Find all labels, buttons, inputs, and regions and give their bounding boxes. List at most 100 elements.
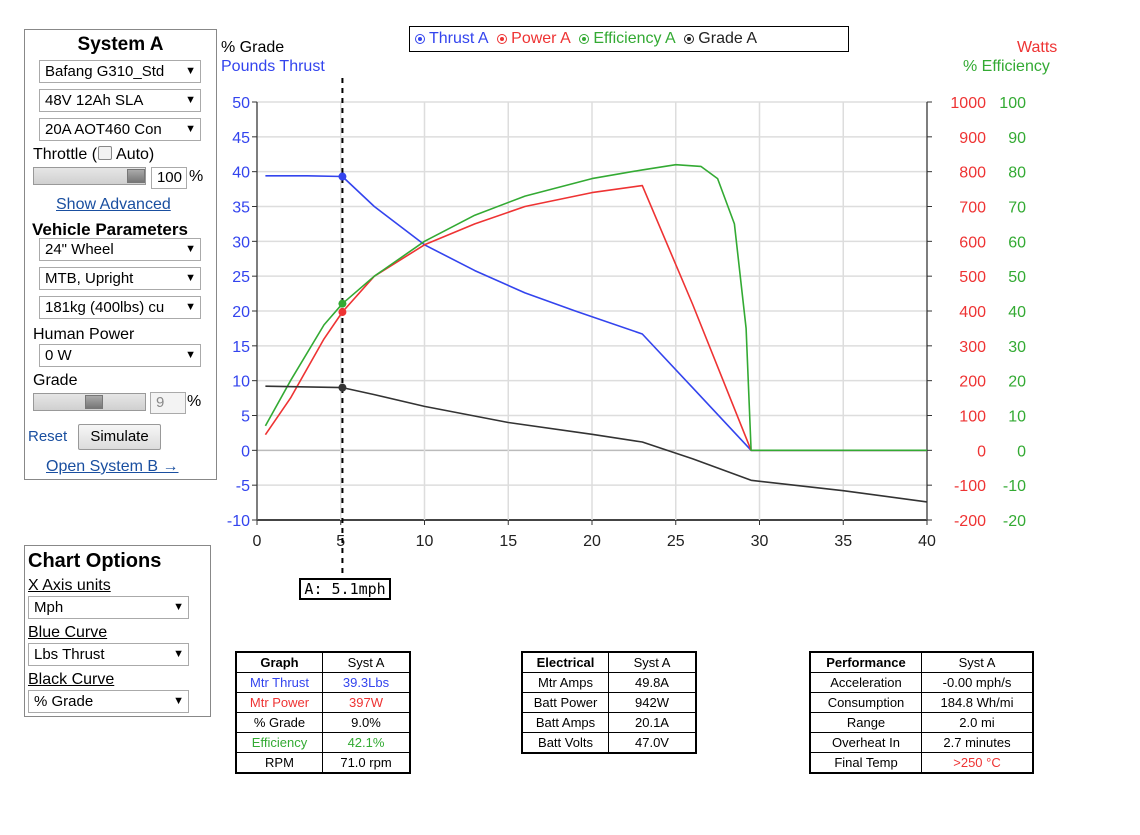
table-row-label: Mtr Power [235, 692, 323, 713]
table-row-label: Batt Amps [521, 712, 609, 733]
motor-select[interactable]: Bafang G310_Std ▼ [39, 60, 201, 83]
grade-percent: % [187, 393, 202, 410]
table-row: Range 2.0 mi [809, 712, 1034, 733]
throttle-slider-thumb[interactable] [127, 169, 145, 183]
chart-options-title: Chart Options [28, 550, 162, 572]
efficiency-curve [264, 163, 927, 452]
table-row: Batt Volts 47.0V [521, 732, 697, 754]
y-tick-label-efficiency: 90 [1008, 130, 1026, 147]
table-cell: 184.8 Wh/mi [921, 692, 1034, 713]
y-tick-label-left: 5 [241, 409, 250, 426]
throttle-slider[interactable] [33, 167, 146, 185]
reset-link[interactable]: Reset [28, 428, 68, 445]
human-power-label: Human Power [33, 326, 135, 343]
y-tick-label-left: 40 [232, 165, 250, 182]
chart-legend: Thrust A Power A Efficiency A Grade A [409, 26, 849, 52]
y-tick-label-left: 30 [232, 234, 250, 251]
grade-curve [265, 385, 928, 503]
legend-power[interactable]: Power A [497, 30, 570, 47]
y-tick-label-watts: 700 [959, 200, 986, 217]
y-tick-label-left: 45 [232, 130, 250, 147]
black-curve-select[interactable]: % Grade ▼ [28, 690, 189, 713]
human-power-select[interactable]: 0 W ▼ [39, 344, 201, 367]
y-tick-label-efficiency: -10 [1003, 478, 1026, 495]
right-axis-title-watts: Watts [1017, 39, 1058, 56]
y-tick-label-watts: 400 [959, 304, 986, 321]
chart-grid [256, 101, 928, 521]
black-curve-label: Black Curve [28, 671, 115, 688]
table-row-label: Efficiency [235, 732, 323, 753]
grade-slider[interactable] [33, 393, 146, 411]
table-row-label: Overheat In [809, 732, 922, 753]
x-tick-label: 15 [499, 533, 517, 550]
chart-curves [264, 163, 928, 503]
table-row: Mtr Amps 49.8A [521, 672, 697, 693]
x-tick-label: 0 [253, 533, 262, 550]
chevron-down-icon: ▼ [170, 597, 184, 618]
legend-thrust-label: Thrust A [429, 30, 488, 47]
y-tick-label-watts: 300 [959, 339, 986, 356]
table-row: RPM 71.0 rpm [235, 752, 411, 774]
frame-select-value: MTB, Upright [45, 270, 134, 287]
table-row: Overheat In 2.7 minutes [809, 732, 1034, 753]
y-tick-label-watts: 600 [959, 234, 986, 251]
chevron-down-icon: ▼ [182, 297, 196, 318]
auto-checkbox[interactable] [98, 146, 113, 160]
x-axis-units-select[interactable]: Mph ▼ [28, 596, 189, 619]
table-cell: 2.0 mi [921, 712, 1034, 733]
right-axis-title-efficiency: % Efficiency [963, 58, 1050, 75]
weight-select[interactable]: 181kg (400lbs) cu ▼ [39, 296, 201, 319]
cursor-marker [338, 172, 347, 181]
x-tick-label: 40 [918, 533, 936, 550]
grade-slider-thumb[interactable] [85, 395, 104, 409]
graph-table: Graph Syst A Mtr Thrust 39.3Lbs Mtr Power 3… [235, 651, 411, 774]
legend-thrust[interactable]: Thrust A [415, 30, 488, 47]
table-row: Final Temp >250 °C [809, 752, 1034, 774]
table-row-label: Mtr Thrust [235, 672, 323, 693]
y-tick-label-watts: -100 [954, 478, 986, 495]
table-row-label: RPM [235, 752, 323, 774]
radio-dot-icon [497, 34, 508, 44]
legend-power-label: Power A [511, 30, 570, 47]
table-row-label: Batt Power [521, 692, 609, 713]
table-cell: 42.1% [322, 732, 411, 753]
table-cell: 942W [608, 692, 697, 713]
battery-select[interactable]: 48V 12Ah SLA ▼ [39, 89, 201, 112]
throttle-input[interactable]: 100 [151, 167, 187, 189]
y-tick-label-efficiency: 60 [1008, 234, 1026, 251]
thrust-curve [265, 175, 927, 452]
y-tick-label-left: 10 [232, 374, 250, 391]
legend-efficiency[interactable]: Efficiency A [579, 30, 675, 47]
controller-select[interactable]: 20A AOT460 Con ▼ [39, 118, 201, 141]
x-tick-label: 35 [834, 533, 852, 550]
table-cell: 49.8A [608, 672, 697, 693]
table-cell: 20.1A [608, 712, 697, 733]
show-advanced-link[interactable]: Show Advanced [56, 196, 171, 213]
y-tick-label-watts: 500 [959, 269, 986, 286]
table-cell: 397W [322, 692, 411, 713]
y-tick-label-watts: 0 [977, 443, 986, 460]
table-row: Acceleration -0.00 mph/s [809, 672, 1034, 693]
legend-grade[interactable]: Grade A [684, 30, 757, 47]
table-row-label: % Grade [235, 712, 323, 733]
human-power-value: 0 W [45, 347, 72, 364]
throttle-label: Throttle ( [33, 146, 98, 163]
frame-select[interactable]: MTB, Upright ▼ [39, 267, 201, 290]
battery-select-value: 48V 12Ah SLA [45, 92, 144, 109]
table-row-label: Mtr Amps [521, 672, 609, 693]
x-axis-units-value: Mph [34, 599, 64, 616]
open-system-b-link[interactable]: Open System B → [46, 458, 179, 475]
x-tick-label: 10 [416, 533, 434, 550]
x-tick-label: 20 [583, 533, 601, 550]
electrical-table: Electrical Syst A Mtr Amps 49.8A Batt Powe… [521, 651, 697, 754]
grade-input[interactable]: 9 [150, 392, 186, 414]
blue-curve-select[interactable]: Lbs Thrust ▼ [28, 643, 189, 666]
y-tick-label-efficiency: 20 [1008, 374, 1026, 391]
y-tick-label-watts: 200 [959, 374, 986, 391]
chevron-down-icon: ▼ [182, 239, 196, 260]
wheel-select-value: 24" Wheel [45, 241, 114, 258]
simulate-button[interactable]: Simulate [78, 424, 161, 450]
wheel-select[interactable]: 24" Wheel ▼ [39, 238, 201, 261]
